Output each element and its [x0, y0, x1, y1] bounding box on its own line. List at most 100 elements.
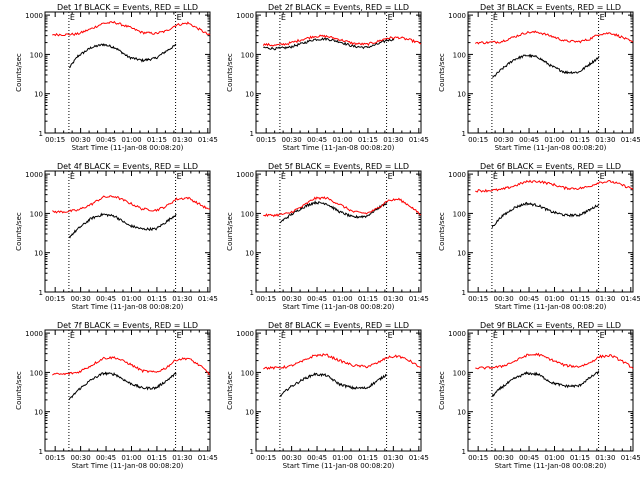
events-trace — [68, 371, 177, 400]
plot-title: Det 7f BLACK = Events, RED = LLD — [57, 321, 198, 330]
events-trace — [279, 199, 388, 224]
event-marker-label: E — [281, 172, 286, 181]
x-tick-label: 01:15 — [358, 136, 378, 144]
x-tick-label: 01:30 — [383, 454, 403, 462]
event-marker-label: E — [70, 13, 75, 22]
axes-frame — [255, 170, 422, 293]
x-tick-label: 00:15 — [256, 454, 276, 462]
axes-frame — [255, 329, 422, 452]
x-tick-label: 01:45 — [198, 295, 218, 303]
x-tick-label: 01:15 — [358, 295, 378, 303]
y-tick-label: 1000 — [448, 171, 466, 179]
axes-frame — [255, 11, 422, 134]
y-tick-label: 1 — [39, 448, 43, 456]
x-tick-label: 01:45 — [409, 295, 429, 303]
event-marker-label: E — [600, 331, 605, 340]
event-marker-label: E — [70, 331, 75, 340]
y-tick-label: 10 — [457, 250, 466, 258]
lld-trace — [52, 195, 211, 214]
x-tick-label: 01:30 — [595, 136, 615, 144]
x-tick-label: 01:00 — [332, 136, 352, 144]
x-tick-label: 00:45 — [96, 454, 116, 462]
x-axis-label: Start Time (11-Jan-08 00:08:20) — [495, 462, 607, 470]
x-tick-label: 00:15 — [468, 136, 488, 144]
x-tick-label: 00:45 — [307, 295, 327, 303]
x-tick-label: 01:30 — [595, 454, 615, 462]
y-tick-label: 1000 — [236, 330, 254, 338]
x-tick-label: 01:45 — [198, 136, 218, 144]
axes-frame — [467, 170, 634, 293]
x-tick-label: 00:45 — [519, 295, 539, 303]
event-marker-label: E — [177, 331, 182, 340]
x-tick-label: 01:30 — [383, 295, 403, 303]
x-tick-label: 01:45 — [621, 295, 640, 303]
x-tick-label: 01:30 — [172, 295, 192, 303]
event-marker-label: E — [493, 13, 498, 22]
lld-trace — [475, 352, 634, 370]
x-tick-label: 00:30 — [494, 295, 514, 303]
event-marker-label: E — [70, 172, 75, 181]
y-axis-label: Counts/sec — [15, 53, 23, 92]
event-marker-label: E — [493, 172, 498, 181]
y-tick-label: 10 — [34, 250, 43, 258]
x-tick-label: 01:15 — [570, 295, 590, 303]
x-tick-label: 01:15 — [570, 136, 590, 144]
x-tick-label: 01:00 — [121, 454, 141, 462]
y-axis-label: Counts/sec — [15, 212, 23, 251]
y-tick-label: 10 — [245, 250, 254, 258]
y-tick-label: 100 — [453, 51, 466, 59]
y-tick-label: 10 — [34, 409, 43, 417]
event-marker-label: E — [177, 172, 182, 181]
x-tick-label: 01:00 — [544, 454, 564, 462]
x-tick-label: 01:15 — [570, 454, 590, 462]
y-axis-label: Counts/sec — [438, 53, 446, 92]
y-tick-label: 1 — [250, 130, 254, 138]
events-trace — [491, 201, 600, 228]
plot-title: Det 6f BLACK = Events, RED = LLD — [480, 162, 621, 171]
event-marker-label: E — [281, 331, 286, 340]
x-tick-label: 01:15 — [147, 295, 167, 303]
events-trace — [492, 53, 600, 78]
event-marker-label: E — [600, 13, 605, 22]
subplot-det-5f: Det 5f BLACK = Events, RED = LLD 1 10 100 10… — [226, 162, 429, 311]
lld-trace — [52, 355, 211, 376]
y-tick-label: 1000 — [25, 330, 43, 338]
events-trace — [68, 212, 177, 239]
x-tick-label: 01:00 — [544, 136, 564, 144]
y-tick-label: 100 — [30, 369, 43, 377]
x-tick-label: 01:45 — [409, 136, 429, 144]
lld-trace — [52, 20, 211, 37]
x-tick-label: 00:45 — [96, 295, 116, 303]
x-tick-label: 00:45 — [96, 136, 116, 144]
y-tick-label: 100 — [241, 369, 254, 377]
y-tick-label: 100 — [453, 369, 466, 377]
x-tick-label: 01:30 — [383, 136, 403, 144]
x-tick-label: 00:15 — [45, 295, 65, 303]
x-tick-label: 01:45 — [621, 136, 640, 144]
plot-title: Det 9f BLACK = Events, RED = LLD — [480, 321, 621, 330]
y-tick-label: 1000 — [25, 171, 43, 179]
y-tick-label: 10 — [245, 409, 254, 417]
axes-frame — [467, 11, 634, 134]
lld-trace — [262, 34, 422, 47]
x-axis-label: Start Time (11-Jan-08 00:08:20) — [72, 144, 184, 152]
y-tick-label: 1000 — [448, 330, 466, 338]
lld-trace — [263, 196, 422, 218]
y-tick-label: 1000 — [236, 12, 254, 20]
event-marker-label: E — [600, 172, 605, 181]
x-tick-label: 00:30 — [71, 454, 91, 462]
x-tick-label: 00:30 — [71, 136, 91, 144]
y-tick-label: 100 — [30, 210, 43, 218]
y-tick-label: 10 — [245, 91, 254, 99]
x-tick-label: 00:15 — [468, 454, 488, 462]
event-marker-label: E — [388, 331, 393, 340]
plot-title: Det 2f BLACK = Events, RED = LLD — [268, 3, 409, 12]
x-axis-label: Start Time (11-Jan-08 00:08:20) — [72, 303, 184, 311]
subplot-det-2f: Det 2f BLACK = Events, RED = LLD 1 10 100 10… — [226, 3, 429, 152]
subplot-det-9f: Det 9f BLACK = Events, RED = LLD 1 10 100 10… — [438, 321, 640, 470]
x-tick-label: 00:15 — [256, 136, 276, 144]
x-tick-label: 01:45 — [621, 454, 640, 462]
x-tick-label: 01:15 — [358, 454, 378, 462]
y-tick-label: 1 — [462, 448, 466, 456]
